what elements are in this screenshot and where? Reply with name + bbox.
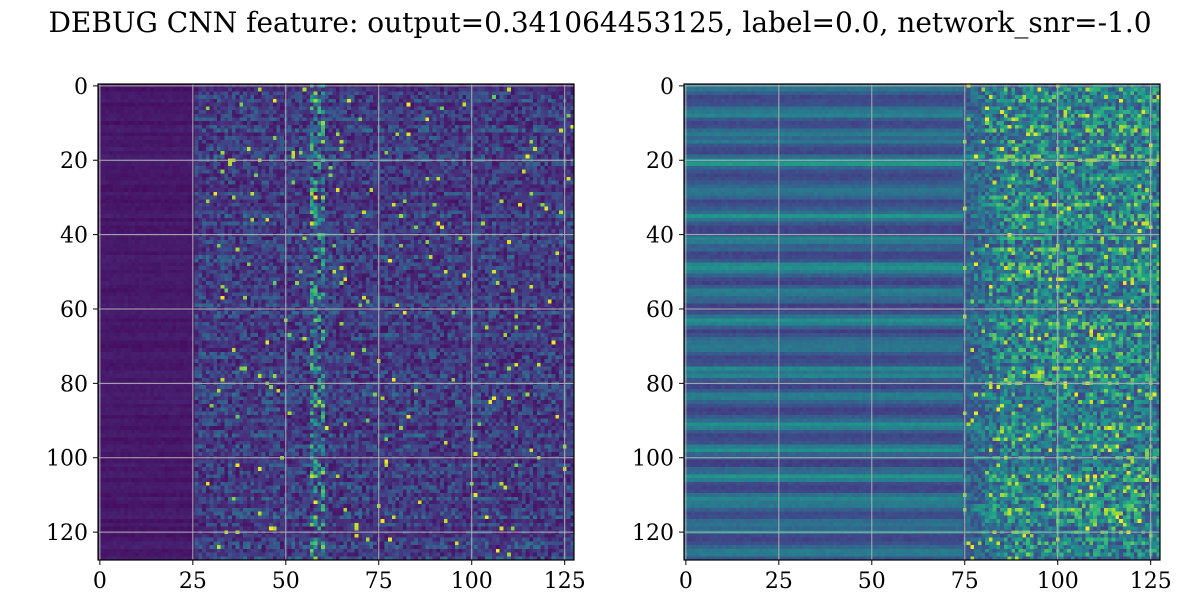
y-tick-label: 20	[60, 149, 88, 174]
x-tick-label: 75	[365, 569, 393, 594]
y-tick-label: 100	[632, 447, 674, 472]
heatmap-left: 0 25 50 75 100 125 0 20 40 60 80 100 120	[46, 75, 586, 594]
y-tick-label: 120	[46, 521, 88, 546]
heatmap-cells	[684, 84, 1160, 560]
x-tick-label: 25	[765, 569, 793, 594]
x-tick-label: 0	[679, 569, 693, 594]
x-tick-label: 25	[179, 569, 207, 594]
axes-frame	[97, 83, 575, 561]
y-tick-label: 0	[660, 75, 674, 100]
x-tick-label: 100	[1037, 569, 1079, 594]
x-tick-label: 0	[93, 569, 107, 594]
x-tick-label: 50	[858, 569, 886, 594]
y-tick-label: 60	[60, 298, 88, 323]
y-tick-label: 20	[646, 149, 674, 174]
heatmap-right: 0 25 50 75 100 125 0 20 40 60 80 100 120	[632, 75, 1172, 594]
x-tick-label: 50	[272, 569, 300, 594]
x-tick-label: 125	[544, 569, 586, 594]
y-tick-label: 40	[60, 224, 88, 249]
figure-title: DEBUG CNN feature: output=0.341064453125…	[48, 6, 1152, 39]
x-tick-label: 125	[1130, 569, 1172, 594]
y-tick-label: 80	[646, 372, 674, 397]
x-tick-label: 75	[951, 569, 979, 594]
y-tick-label: 80	[60, 372, 88, 397]
y-tick-label: 120	[632, 521, 674, 546]
heatmap-cells	[98, 84, 574, 560]
y-tick-label: 40	[646, 224, 674, 249]
y-tick-label: 60	[646, 298, 674, 323]
axes-frame	[683, 83, 1161, 561]
y-tick-label: 100	[46, 447, 88, 472]
x-tick-label: 100	[451, 569, 493, 594]
y-tick-label: 0	[74, 75, 88, 100]
